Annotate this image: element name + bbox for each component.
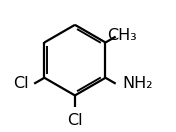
Text: Cl: Cl bbox=[13, 76, 29, 91]
Text: Cl: Cl bbox=[67, 113, 83, 128]
Text: NH₂: NH₂ bbox=[123, 76, 153, 91]
Text: CH₃: CH₃ bbox=[107, 28, 136, 43]
